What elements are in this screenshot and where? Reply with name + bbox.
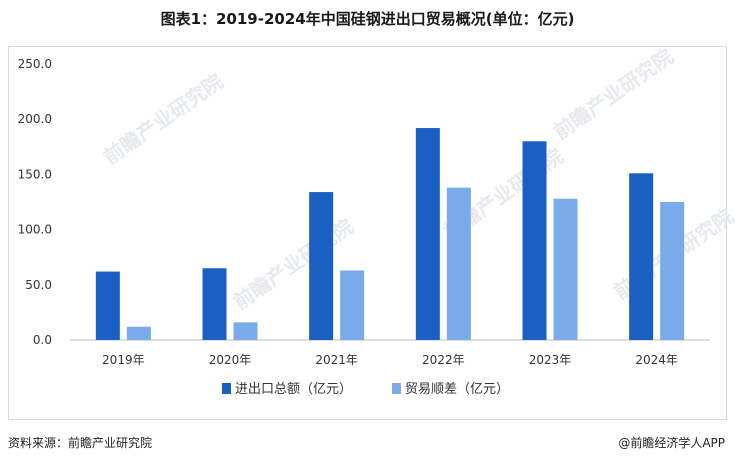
bar-surplus (446, 187, 471, 340)
y-tick-label: 250.0 (18, 57, 52, 71)
bar-surplus (233, 322, 258, 340)
y-tick-label: 100.0 (18, 223, 52, 237)
x-tick-label: 2023年 (529, 353, 572, 367)
legend: 进出口总额（亿元） 贸易顺差（亿元） (222, 382, 509, 397)
bar-surplus (553, 198, 578, 340)
legend-swatch (392, 383, 401, 394)
y-tick-label: 0.0 (33, 333, 52, 347)
brand-note: @前瞻经济学人APP (618, 436, 725, 450)
watermark-text: 前瞻产业研究院 (549, 44, 677, 144)
x-tick-label: 2020年 (209, 353, 252, 367)
y-tick-label: 200.0 (18, 112, 52, 126)
watermark-text: 前瞻产业研究院 (229, 214, 357, 314)
bar-surplus (340, 270, 365, 340)
x-tick-label: 2019年 (102, 353, 145, 367)
bar-surplus (660, 202, 685, 340)
legend-swatch (222, 383, 231, 394)
chart-title: 图表1：2019-2024年中国硅钢进出口贸易概况(单位：亿元) (160, 10, 575, 28)
y-tick-label: 50.0 (25, 278, 52, 292)
bars (95, 128, 685, 340)
bar-total (309, 192, 334, 340)
watermark-text: 前瞻产业研究院 (99, 69, 227, 169)
x-tick-label: 2024年 (635, 353, 678, 367)
x-tick-label: 2021年 (315, 353, 358, 367)
bar-surplus (126, 326, 151, 340)
y-axis: 0.0 50.0 100.0 150.0 200.0 250.0 (18, 57, 52, 347)
bar-total (522, 141, 547, 340)
bar-total (202, 268, 227, 340)
chart-frame (8, 46, 727, 420)
source-note: 资料来源：前瞻产业研究院 (8, 436, 153, 450)
bar-total (95, 271, 120, 340)
x-axis-labels: 2019年 2020年 2021年 2022年 2023年 2024年 (102, 353, 678, 367)
bar-total (629, 173, 654, 340)
y-tick-label: 150.0 (18, 167, 52, 181)
legend-label: 进出口总额（亿元） (235, 382, 352, 397)
x-tick-label: 2022年 (422, 353, 465, 367)
bar-total (415, 128, 440, 340)
legend-label: 贸易顺差（亿元） (405, 382, 509, 397)
